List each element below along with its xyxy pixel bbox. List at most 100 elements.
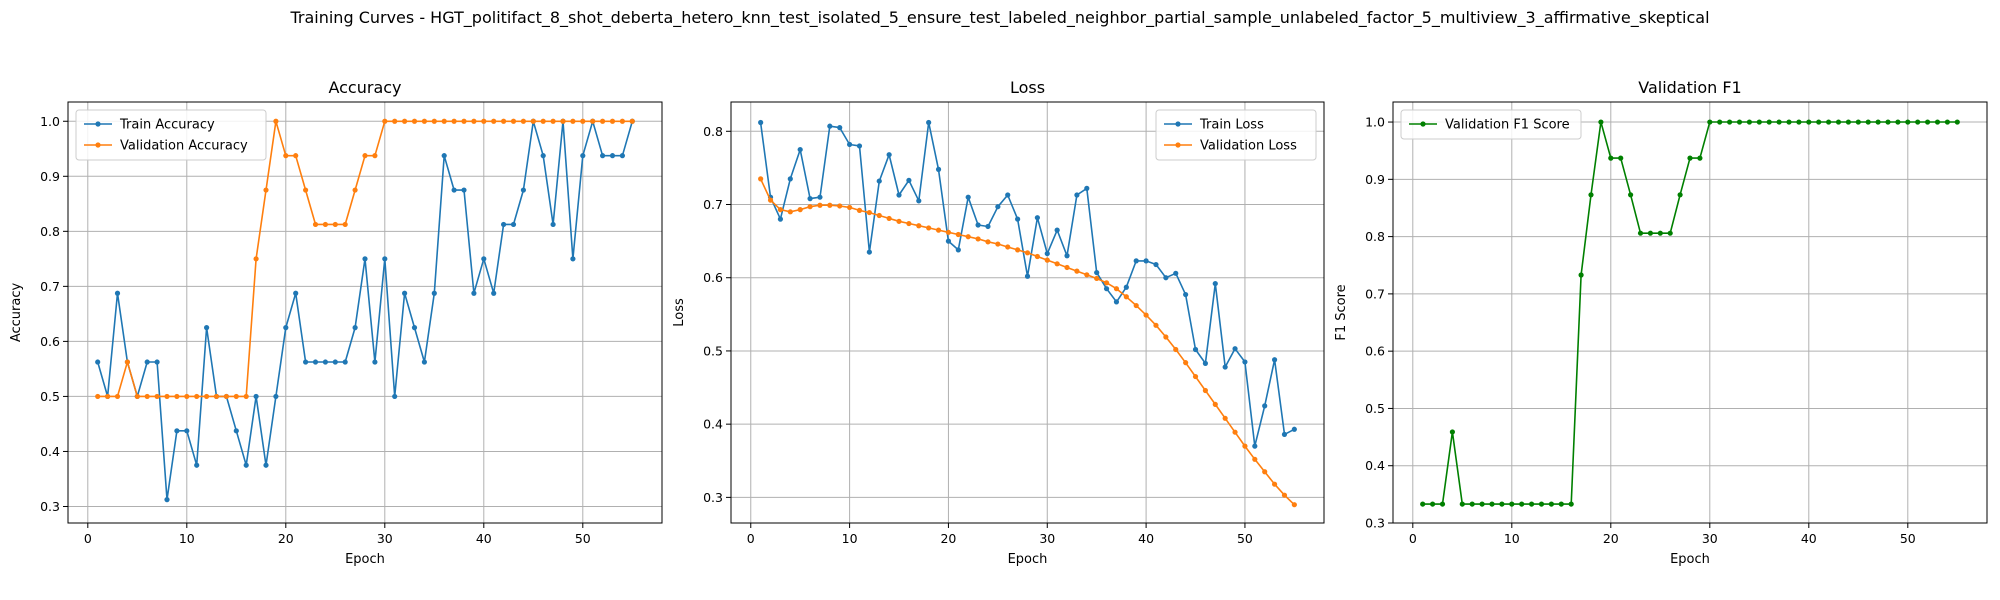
data-point bbox=[471, 118, 477, 124]
data-point bbox=[441, 118, 447, 124]
y-tick-label: 0.5 bbox=[40, 389, 60, 404]
data-point bbox=[461, 118, 467, 124]
data-point bbox=[1173, 346, 1179, 353]
data-point bbox=[411, 118, 418, 124]
data-point bbox=[164, 393, 170, 400]
data-point bbox=[510, 118, 517, 124]
data-point bbox=[1519, 501, 1525, 507]
data-point bbox=[1044, 250, 1050, 257]
data-point bbox=[1183, 291, 1189, 298]
data-point bbox=[273, 393, 279, 400]
data-point bbox=[1252, 443, 1258, 449]
data-point bbox=[1015, 216, 1021, 222]
data-point bbox=[491, 118, 497, 124]
data-point bbox=[1113, 299, 1120, 305]
data-point bbox=[441, 153, 447, 159]
data-point bbox=[520, 118, 527, 124]
data-point bbox=[570, 118, 576, 124]
data-point bbox=[263, 187, 269, 193]
data-point bbox=[876, 212, 882, 219]
data-point bbox=[985, 239, 991, 245]
data-point bbox=[1736, 119, 1743, 125]
data-point bbox=[945, 238, 952, 244]
data-point bbox=[1529, 501, 1535, 507]
data-point bbox=[629, 118, 635, 124]
series-line-2 bbox=[759, 178, 1295, 506]
y-tick-label: 0.3 bbox=[1365, 516, 1385, 531]
data-point bbox=[1954, 119, 1960, 125]
y-tick-label: 0.9 bbox=[1365, 172, 1385, 187]
data-point bbox=[1628, 192, 1634, 198]
data-point bbox=[1054, 227, 1060, 233]
x-tick-label: 10 bbox=[842, 531, 858, 546]
data-point bbox=[1084, 272, 1090, 278]
data-point bbox=[926, 225, 932, 231]
data-point bbox=[1222, 364, 1228, 370]
data-point bbox=[619, 118, 626, 124]
data-point bbox=[965, 234, 971, 240]
data-point bbox=[609, 153, 616, 159]
data-point bbox=[1143, 312, 1149, 318]
data-point bbox=[758, 119, 764, 126]
data-point bbox=[1054, 261, 1060, 267]
y-tick-label: 0.7 bbox=[703, 197, 723, 212]
y-tick-label: 1.0 bbox=[40, 114, 60, 129]
y-tick-label: 0.8 bbox=[703, 124, 723, 139]
data-point bbox=[886, 215, 892, 222]
data-point bbox=[154, 393, 160, 400]
y-tick-label: 0.3 bbox=[40, 499, 60, 514]
data-point bbox=[1657, 230, 1663, 236]
data-point bbox=[1123, 284, 1129, 290]
data-point bbox=[1499, 501, 1505, 507]
y-tick-label: 0.5 bbox=[703, 343, 723, 358]
data-point bbox=[827, 123, 833, 129]
data-point bbox=[1905, 119, 1911, 125]
data-point bbox=[213, 393, 220, 400]
data-point bbox=[1727, 119, 1733, 125]
data-point bbox=[856, 143, 863, 149]
data-point bbox=[797, 146, 803, 153]
data-point bbox=[767, 197, 774, 203]
data-point bbox=[164, 497, 170, 503]
data-point bbox=[1103, 280, 1110, 286]
y-tick-label: 0.6 bbox=[40, 334, 60, 349]
data-point bbox=[1094, 275, 1100, 282]
data-point bbox=[1281, 431, 1288, 438]
data-point bbox=[402, 118, 408, 124]
data-point bbox=[421, 118, 427, 124]
data-point bbox=[1133, 302, 1139, 309]
data-point bbox=[580, 118, 586, 124]
data-point bbox=[876, 178, 882, 184]
data-point bbox=[312, 221, 319, 228]
x-tick-label: 20 bbox=[278, 531, 294, 546]
chart-panel-1: 0 10 20 30 40 50 0.3 0.4 0.5 0.6 0.7 0.8 0.9 1.0 Accur… bbox=[9, 78, 663, 567]
data-point bbox=[1192, 373, 1199, 380]
data-point bbox=[1509, 501, 1515, 507]
data-point bbox=[431, 118, 437, 124]
data-point bbox=[609, 118, 616, 124]
x-tick-label: 0 bbox=[747, 531, 755, 546]
data-point bbox=[471, 290, 477, 296]
data-point bbox=[461, 187, 467, 193]
data-point bbox=[411, 325, 418, 331]
data-point bbox=[1271, 357, 1278, 363]
x-tick-label: 30 bbox=[1039, 531, 1055, 546]
data-point bbox=[174, 428, 180, 434]
series-line-1 bbox=[96, 120, 634, 501]
data-point bbox=[312, 359, 319, 365]
data-point bbox=[1766, 119, 1772, 125]
data-point bbox=[273, 118, 279, 124]
data-point bbox=[1262, 403, 1268, 409]
data-point bbox=[154, 359, 160, 365]
legend: Train Accuracy Validation Accuracy bbox=[75, 109, 267, 161]
data-point bbox=[114, 393, 121, 400]
data-point bbox=[1588, 192, 1594, 198]
data-point bbox=[916, 198, 922, 204]
data-point bbox=[184, 393, 190, 400]
data-point bbox=[1835, 119, 1842, 125]
data-point bbox=[1934, 119, 1941, 125]
data-point bbox=[510, 221, 517, 228]
data-point bbox=[1915, 119, 1921, 125]
data-point bbox=[1024, 250, 1031, 256]
